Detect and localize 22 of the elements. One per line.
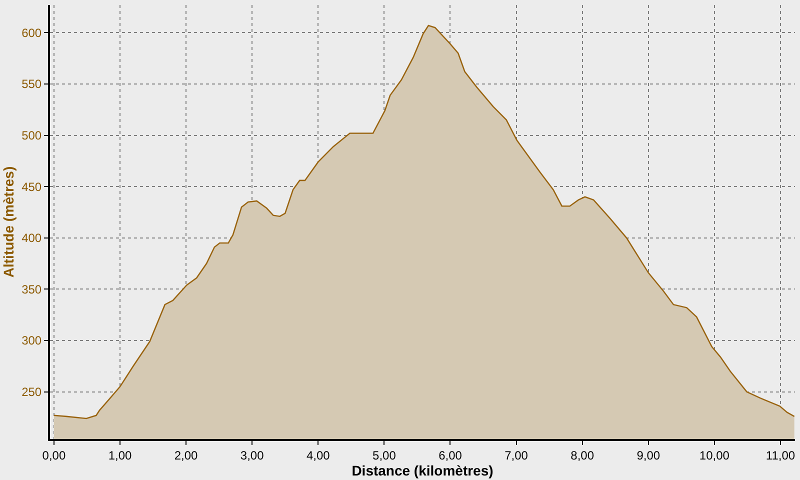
y-tick-label: 250 <box>22 385 42 399</box>
y-tick-label: 400 <box>22 231 42 246</box>
y-axis-title: Altitude (mètres) <box>0 166 17 278</box>
x-tick-label: 0,00 <box>42 448 66 462</box>
x-tick-label: 6,00 <box>438 448 462 462</box>
x-tick-label: 3,00 <box>240 448 264 462</box>
x-tick-label: 11,00 <box>766 448 796 462</box>
x-axis-title: Distance (kilomètres) <box>352 462 494 478</box>
y-tick-label: 550 <box>22 77 42 92</box>
x-tick-label: 8,00 <box>570 448 594 462</box>
y-tick-label: 450 <box>22 180 42 194</box>
x-tick-label: 7,00 <box>504 448 528 462</box>
x-tick-label: 9,00 <box>636 448 660 462</box>
y-tick-label: 500 <box>22 128 42 142</box>
x-tick-label: 5,00 <box>372 448 396 462</box>
x-tick-label: 2,00 <box>174 448 198 462</box>
y-tick-label: 600 <box>22 26 42 40</box>
x-tick-label: 4,00 <box>306 448 330 462</box>
y-tick-label: 300 <box>22 334 42 348</box>
x-tick-label: 10,00 <box>699 448 730 462</box>
y-tick-label: 350 <box>22 282 42 296</box>
x-tick-label: 1,00 <box>108 448 132 462</box>
